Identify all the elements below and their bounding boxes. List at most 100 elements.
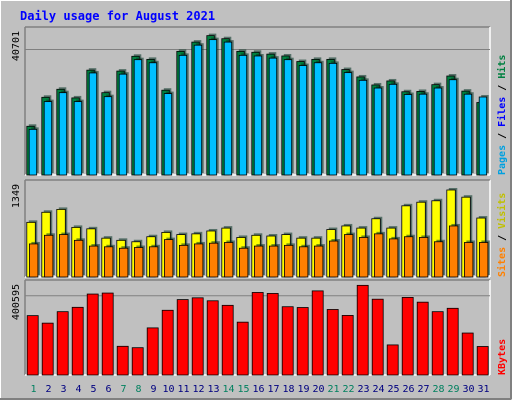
panel-legend: Sites / Visits <box>496 193 508 277</box>
panel-legend: KBytes <box>497 339 508 375</box>
files-bar <box>403 92 414 176</box>
sites-bar-face <box>178 244 189 278</box>
files-bar <box>313 60 324 176</box>
x-tick-label: 15 <box>237 384 249 395</box>
sites-bar <box>104 244 115 278</box>
files-bar <box>178 53 189 176</box>
sites-bar-face <box>148 246 159 278</box>
legend-separator: / <box>497 229 508 247</box>
x-tick-label: 22 <box>342 384 354 395</box>
sites-bar-face <box>44 234 54 278</box>
files-bar-face <box>43 101 53 176</box>
kbytes-bar <box>281 306 294 376</box>
sites-bar-face <box>89 245 99 278</box>
chart-panels: 40701 Pages / Files / Hits 1349 Sites / Vis… <box>11 26 508 376</box>
sites-bar-face <box>253 245 264 278</box>
sites-bar <box>193 241 205 278</box>
sites-bar-face <box>119 247 129 278</box>
files-bar <box>463 92 474 176</box>
sites-bar-face <box>74 239 84 278</box>
files-bar <box>28 127 39 176</box>
panel-visits-sites: 1349 Sites / Visits <box>11 179 508 278</box>
legend-sites: Sites <box>496 247 508 277</box>
x-tick-label: 7 <box>120 384 126 395</box>
x-tick-label: 4 <box>75 384 81 395</box>
kbytes-bar <box>101 292 114 376</box>
files-bar-face <box>358 79 368 176</box>
files-bar-face <box>433 87 443 176</box>
kbytes-bar <box>26 315 39 376</box>
sites-bar-face <box>193 243 204 278</box>
x-tick-label: 31 <box>477 384 489 395</box>
sites-bar <box>44 233 55 278</box>
files-bar-face <box>208 39 218 176</box>
kbytes-bar <box>41 322 54 376</box>
y-max-label: 40701 <box>11 31 22 61</box>
files-bar <box>478 94 489 176</box>
files-bar-face <box>343 72 353 176</box>
sites-bar <box>133 245 145 278</box>
sites-bar <box>59 232 70 278</box>
files-bar-face <box>418 93 428 176</box>
x-tick-label: 17 <box>267 384 279 395</box>
files-bar <box>268 56 279 176</box>
x-tick-label: 9 <box>150 384 156 395</box>
sites-bar <box>328 239 340 278</box>
kbytes-bar <box>71 306 84 376</box>
files-bar <box>298 63 309 176</box>
x-axis-day-labels: 1 2 3 4 5 6 7 8 9 10 11 12 13 14 15 16 17 18 19 20 21 22 23 24 2… <box>30 384 489 395</box>
legend-hits: Hits <box>496 55 508 79</box>
files-bar <box>208 37 219 176</box>
sites-bar <box>433 239 445 278</box>
kbytes-bar <box>116 345 129 376</box>
files-bar-face <box>253 55 263 176</box>
panel-kbytes: 400595 KBytes <box>11 279 508 376</box>
sites-bar <box>238 246 250 278</box>
x-tick-label: 19 <box>297 384 309 395</box>
kbytes-bar <box>371 298 384 376</box>
sites-bar-face <box>268 245 279 278</box>
files-bar-face <box>178 54 188 176</box>
sites-bar <box>403 234 415 278</box>
files-bar <box>73 99 84 176</box>
files-bar <box>163 91 174 176</box>
kbytes-bar <box>386 344 399 376</box>
x-tick-label: 27 <box>417 384 429 395</box>
sites-bar <box>74 238 85 278</box>
files-bar-face <box>58 92 68 176</box>
files-bar <box>148 60 159 176</box>
legend-visits: Visits <box>496 193 508 229</box>
files-bar-face <box>238 54 248 176</box>
files-bar <box>118 72 129 176</box>
files-bar-face <box>373 87 383 176</box>
x-tick-label: 5 <box>90 384 96 395</box>
sites-bar <box>478 240 490 278</box>
sites-bar <box>268 244 280 278</box>
sites-bar-face <box>388 238 399 278</box>
sites-bar-face <box>373 233 384 278</box>
x-tick-label: 3 <box>60 384 66 395</box>
kbytes-bar <box>431 311 444 376</box>
files-bar-face <box>463 93 473 176</box>
x-tick-label: 18 <box>282 384 294 395</box>
files-bar-face <box>148 62 158 176</box>
x-tick-label: 23 <box>357 384 369 395</box>
legend-text: KBytes <box>497 339 508 375</box>
files-bar-face <box>88 72 98 176</box>
kbytes-bar <box>161 309 174 376</box>
kbytes-bar <box>266 293 279 376</box>
legend-kbytes: KBytes <box>497 339 508 375</box>
files-bar <box>43 99 54 176</box>
sites-bar-face <box>328 240 339 278</box>
sites-bar <box>298 244 310 278</box>
legend-separator: / <box>497 127 508 145</box>
sites-bar-face <box>28 243 39 278</box>
sites-bar-face <box>283 244 294 278</box>
sites-bar-face <box>238 247 249 278</box>
files-bar-face <box>283 59 293 176</box>
files-bar <box>373 86 384 176</box>
x-tick-label: 8 <box>135 384 141 395</box>
sites-bar <box>253 244 265 278</box>
files-bar-face <box>133 59 143 176</box>
